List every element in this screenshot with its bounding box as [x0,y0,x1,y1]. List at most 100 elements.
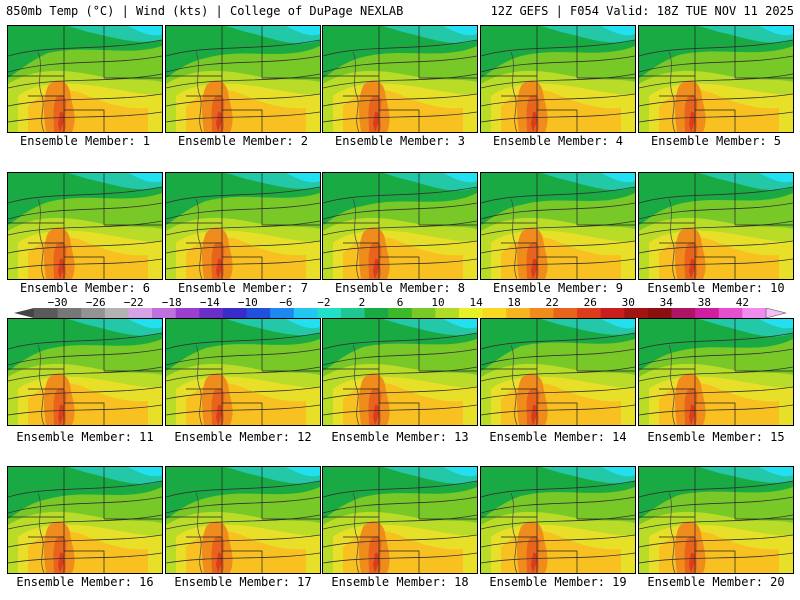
colorbar-scale [14,308,787,318]
ensemble-member-map [165,172,321,280]
ensemble-member-map [165,318,321,426]
colorbar-swatch [175,308,200,318]
map-title: 850mb Temp (°C) | Wind (kts) | College o… [6,4,404,18]
colorbar-swatch [459,308,484,318]
ensemble-member-map [480,466,636,574]
temperature-map-icon [323,319,477,425]
colorbar-tick-label: −22 [123,296,144,309]
colorbar-swatch [506,308,531,318]
ensemble-member-map [322,25,478,133]
ensemble-member-map [322,318,478,426]
colorbar-swatch [553,308,578,318]
colorbar-swatch [695,308,720,318]
temperature-map-icon [8,26,162,132]
ensemble-member-label: Ensemble Member: 8 [334,281,466,295]
colorbar-swatch [57,308,82,318]
colorbar-tick-label: 42 [735,296,749,309]
temperature-map-icon [639,173,793,279]
colorbar-tick-label: 10 [431,296,445,309]
colorbar-right-arrow [765,308,787,318]
colorbar-swatch [411,308,436,318]
ensemble-member-label: Ensemble Member: 11 [16,430,154,444]
colorbar-tick-label: −6 [279,296,293,309]
temperature-map-icon [8,319,162,425]
colorbar-swatch [577,308,602,318]
colorbar-tick-label: −30 [47,296,68,309]
colorbar-swatch [647,308,673,318]
colorbar-tick-label: 14 [469,296,483,309]
colorbar-swatch [270,308,295,318]
temperature-map-icon [639,319,793,425]
colorbar-swatch [718,308,743,318]
temperature-map-icon [639,26,793,132]
ensemble-member-map [480,318,636,426]
ensemble-member-map [480,25,636,133]
temperature-map-icon [8,467,162,573]
colorbar-swatch [671,308,696,318]
ensemble-member-label: Ensemble Member: 12 [174,430,312,444]
ensemble-member-map [638,466,794,574]
ensemble-member-label: Ensemble Member: 6 [19,281,151,295]
temperature-map-icon [323,467,477,573]
ensemble-member-label: Ensemble Member: 14 [489,430,627,444]
ensemble-member-label: Ensemble Member: 13 [331,430,469,444]
colorbar-swatch [482,308,507,318]
temperature-map-icon [481,319,635,425]
temperature-map-icon [8,173,162,279]
colorbar-swatch [293,308,318,318]
ensemble-member-map [165,25,321,133]
ensemble-member-map [7,25,163,133]
colorbar-swatch [128,308,153,318]
colorbar-tick-label: −14 [199,296,220,309]
ensemble-member-label: Ensemble Member: 20 [647,575,785,589]
temperature-map-icon [481,173,635,279]
colorbar-swatch [742,308,767,318]
colorbar-tick-label: −26 [85,296,106,309]
colorbar-tick-label: −2 [317,296,331,309]
colorbar-tick-label: 6 [396,296,404,309]
temperature-map-icon [639,467,793,573]
temperature-map-icon [481,26,635,132]
colorbar-tick-label: 30 [621,296,635,309]
colorbar-swatch [600,308,625,318]
temperature-map-icon [166,319,320,425]
ensemble-member-map [165,466,321,574]
colorbar-swatch [340,308,366,318]
valid-time: 12Z GEFS | F054 Valid: 18Z TUE NOV 11 20… [490,4,794,18]
temperature-map-icon [166,173,320,279]
ensemble-member-map [322,172,478,280]
colorbar-swatch [388,308,413,318]
colorbar-swatch [104,308,129,318]
colorbar-tick-label: −10 [237,296,258,309]
ensemble-member-label: Ensemble Member: 9 [492,281,624,295]
colorbar-swatch [364,308,389,318]
colorbar-swatch [222,308,248,318]
colorbar-tick-label: 38 [697,296,711,309]
ensemble-member-map [638,25,794,133]
ensemble-member-label: Ensemble Member: 7 [177,281,309,295]
ensemble-member-map [480,172,636,280]
ensemble-member-label: Ensemble Member: 4 [492,134,624,148]
colorbar-tick-label: 2 [358,296,366,309]
ensemble-member-label: Ensemble Member: 3 [334,134,466,148]
colorbar-swatch [34,308,59,318]
colorbar-tick-label: 26 [583,296,597,309]
ensemble-member-map [7,318,163,426]
ensemble-member-label: Ensemble Member: 10 [647,281,785,295]
ensemble-member-map [638,318,794,426]
temperature-map-icon [323,26,477,132]
colorbar-tick-label: 22 [545,296,559,309]
ensemble-member-map [7,172,163,280]
temperature-map-icon [166,467,320,573]
colorbar-swatch [246,308,271,318]
temperature-map-icon [166,26,320,132]
ensemble-member-label: Ensemble Member: 5 [650,134,782,148]
colorbar-swatch [81,308,106,318]
colorbar-tick-label: 34 [659,296,673,309]
ensemble-member-label: Ensemble Member: 1 [19,134,151,148]
colorbar-tick-label: −18 [161,296,182,309]
colorbar-swatch [199,308,224,318]
ensemble-member-label: Ensemble Member: 2 [177,134,309,148]
colorbar-swatch [317,308,342,318]
colorbar-swatch [529,308,554,318]
